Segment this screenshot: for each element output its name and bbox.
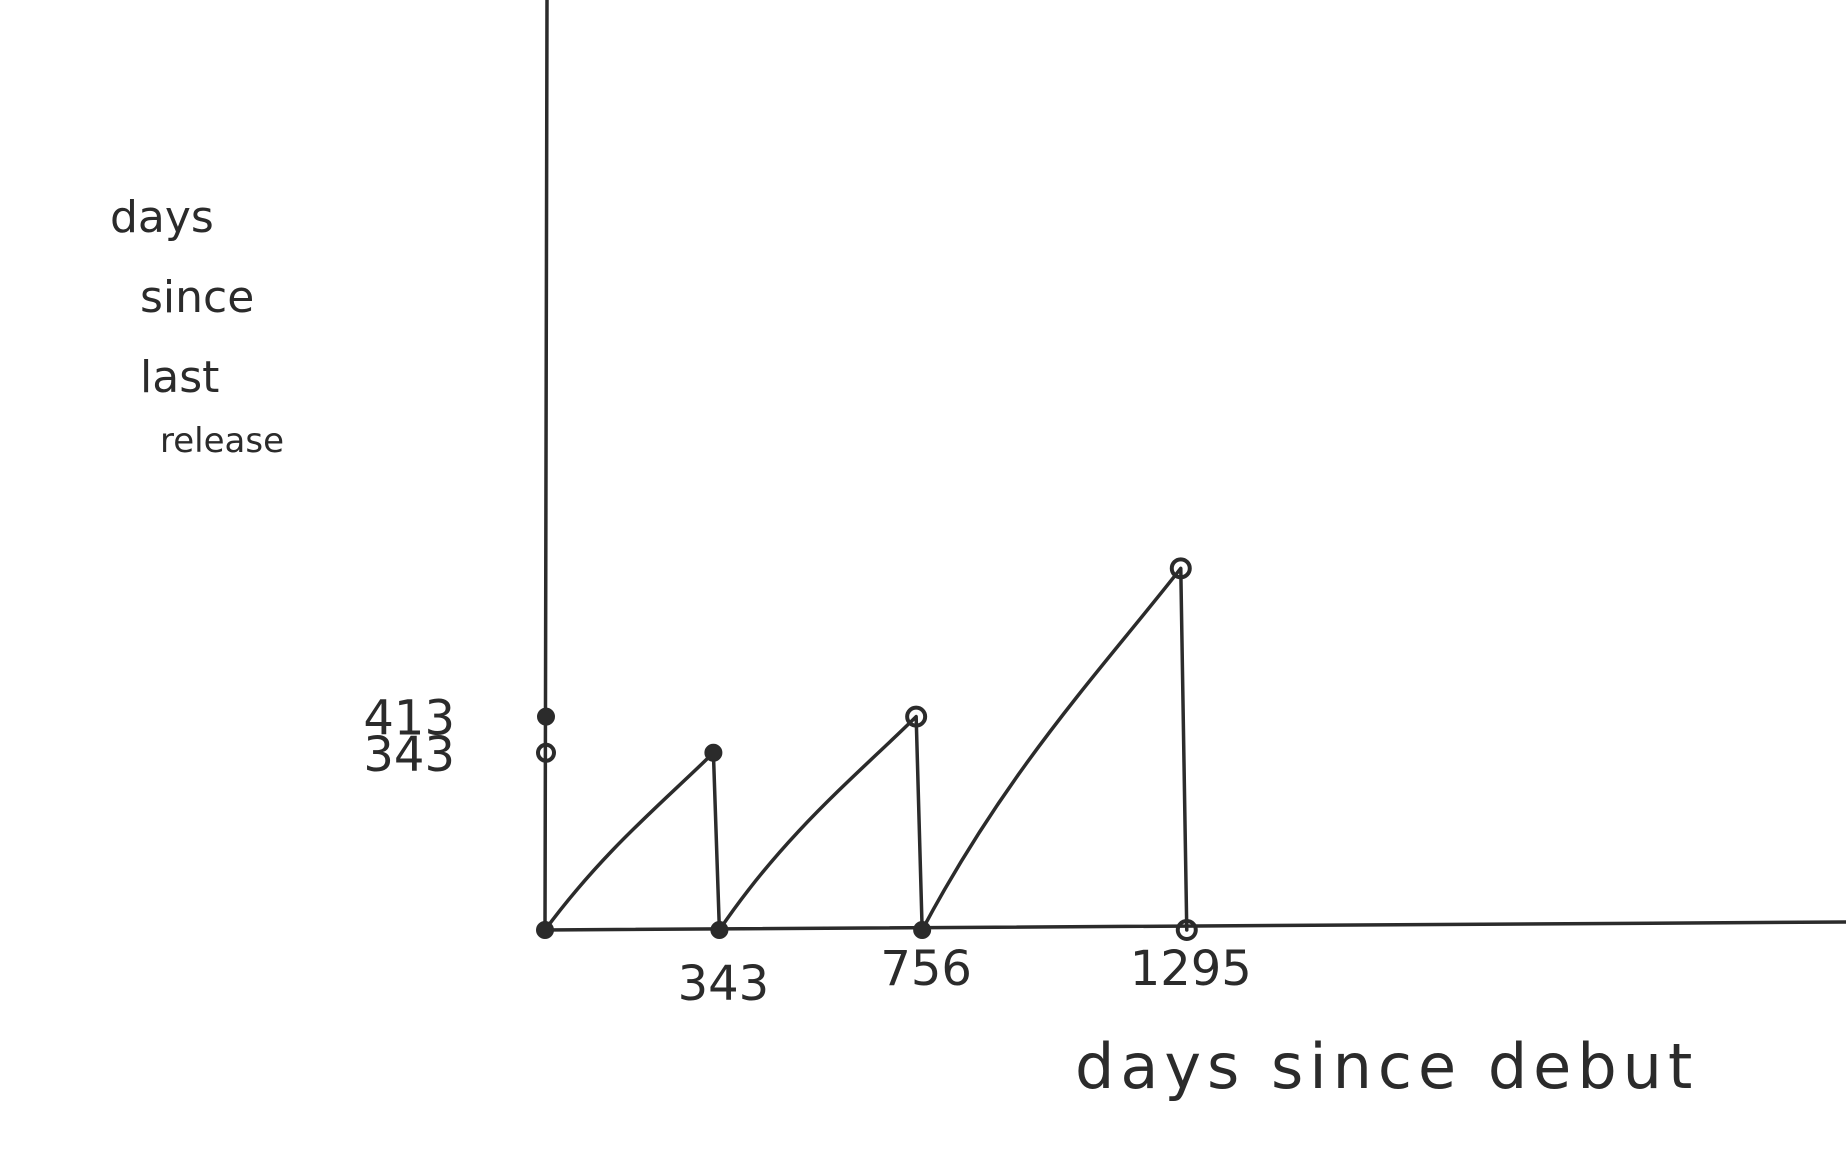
data-point — [913, 921, 932, 939]
x-tick-label: 343 — [678, 956, 770, 1012]
data-point — [905, 705, 928, 728]
data-point — [1169, 557, 1192, 580]
data-point — [710, 921, 729, 939]
x-tick-label: 1295 — [1130, 941, 1252, 997]
y-tick-mark — [537, 707, 555, 726]
x-tick-label: 756 — [880, 941, 972, 997]
data-point — [1175, 919, 1198, 941]
x-axis-label: days since debut — [1075, 1030, 1698, 1103]
series-line — [543, 566, 1189, 932]
y-tick-label: 343 — [363, 727, 455, 783]
x-tick-group: 343 756 1295 — [678, 941, 1252, 1012]
y-tick-mark — [536, 742, 556, 763]
y-axis-label-line-3: last — [140, 352, 219, 403]
y-axis-label-line-4: release — [160, 421, 284, 461]
y-tick-label: 413 — [363, 691, 455, 747]
point-group — [536, 557, 1198, 941]
y-axis-label-line-2: since — [140, 272, 254, 323]
data-point — [704, 743, 723, 762]
data-point — [536, 921, 554, 939]
y-axis-label-line-1: days — [110, 192, 214, 243]
y-axis — [543, 0, 549, 932]
